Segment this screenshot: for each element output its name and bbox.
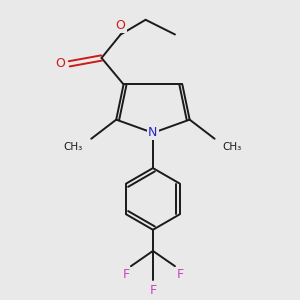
- Text: F: F: [122, 268, 129, 281]
- Text: O: O: [116, 19, 126, 32]
- Text: F: F: [149, 284, 157, 297]
- Text: O: O: [55, 57, 65, 70]
- Text: N: N: [148, 126, 158, 140]
- Text: CH₃: CH₃: [64, 142, 83, 152]
- Text: CH₃: CH₃: [223, 142, 242, 152]
- Text: F: F: [176, 268, 184, 281]
